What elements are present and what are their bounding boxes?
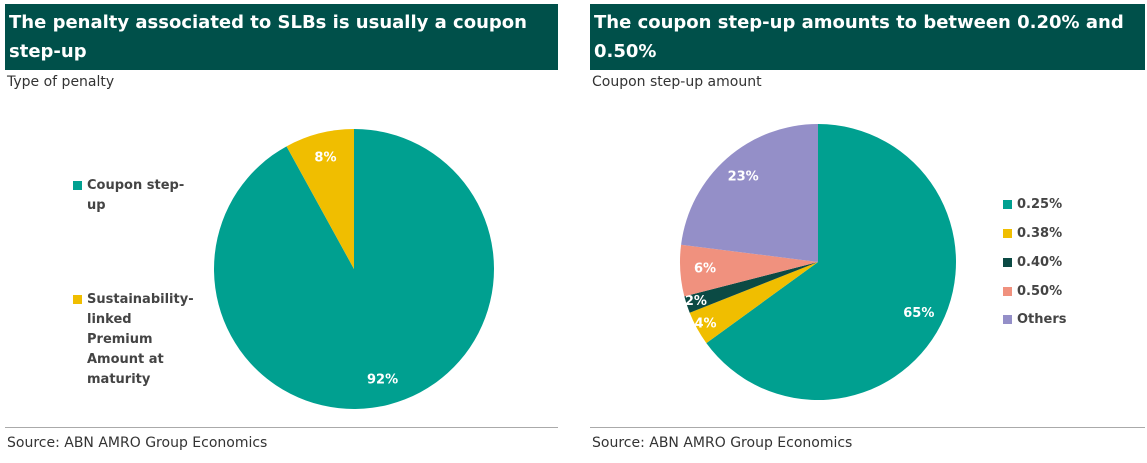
legend-swatch — [1003, 315, 1012, 324]
legend-item: 0.38% — [1003, 224, 1062, 244]
source: Source: ABN AMRO Group Economics — [592, 435, 853, 451]
bottom-rule — [5, 427, 558, 428]
legend-label: 0.38% — [1017, 226, 1063, 241]
pie: 92% 8% — [214, 129, 494, 409]
pie-slice — [706, 124, 956, 400]
pie-slice — [689, 262, 818, 344]
legend-swatch — [1003, 258, 1012, 267]
chart-subtitle: Coupon step-up amount — [592, 74, 762, 90]
legend-item: Coupon step-up — [73, 176, 193, 216]
chart-title: The penalty associated to SLBs is usuall… — [5, 4, 558, 70]
chart-subtitle: Type of penalty — [7, 74, 115, 90]
legend-swatch — [1003, 200, 1012, 209]
legend-label: 0.50% — [1017, 284, 1063, 299]
legend-item: 0.25% — [1003, 195, 1062, 215]
legend-swatch — [1003, 229, 1012, 238]
bottom-rule — [590, 427, 1145, 428]
pie: 65% 4% 2% 6% 23% — [680, 124, 956, 400]
pie-slice — [680, 244, 818, 297]
pie-slice — [286, 129, 354, 269]
legend-swatch — [73, 295, 82, 304]
data-label: 4% — [694, 316, 716, 331]
legend-label: Sustainability-linked Premium Amount at … — [87, 292, 194, 387]
legend-item: 0.40% — [1003, 253, 1062, 273]
data-label: 23% — [728, 170, 759, 185]
pie-slice — [681, 124, 818, 262]
legend-label: Others — [1017, 312, 1067, 327]
data-label: 92% — [367, 373, 398, 388]
data-label: 8% — [314, 150, 336, 165]
legend-item: Sustainability-linked Premium Amount at … — [73, 290, 194, 390]
legend-swatch — [73, 181, 82, 190]
legend-swatch — [1003, 287, 1012, 296]
chart-panel: The coupon step-up amounts to between 0.… — [590, 0, 1145, 463]
legend-item: Others — [1003, 310, 1067, 330]
legend-label: 0.25% — [1017, 197, 1063, 212]
data-label: 65% — [903, 306, 934, 321]
chart-panel: The penalty associated to SLBs is usuall… — [5, 0, 558, 463]
legend-label: Coupon step-up — [87, 178, 185, 213]
legend-item: 0.50% — [1003, 282, 1062, 302]
chart-title: The coupon step-up amounts to between 0.… — [590, 4, 1145, 70]
data-label: 2% — [685, 294, 707, 309]
legend-label: 0.40% — [1017, 255, 1063, 270]
pie-slice — [684, 262, 818, 313]
source: Source: ABN AMRO Group Economics — [7, 435, 268, 451]
data-label: 6% — [694, 262, 716, 277]
